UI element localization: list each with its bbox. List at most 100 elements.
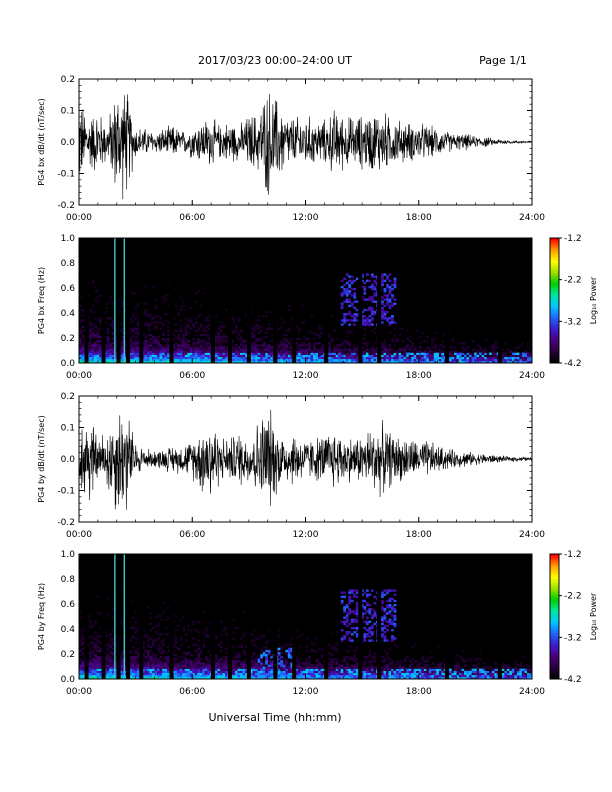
data-gap-2 [116, 554, 121, 679]
data-gap-2 [116, 238, 121, 363]
x-tick-label: 24:00 [519, 213, 545, 223]
data-gap-4 [139, 554, 144, 679]
y-tick-label: -0.1 [57, 170, 75, 180]
y-tick-label: 0.0 [61, 138, 76, 148]
data-gap-7 [228, 554, 232, 679]
x-axis-label: Universal Time (hh:mm) [209, 711, 342, 724]
x-tick-label: 06:00 [179, 530, 205, 540]
data-gap-9 [273, 554, 278, 679]
page-title: 2017/03/23 00:00–24:00 UT [198, 54, 352, 67]
data-gap-0 [84, 238, 89, 363]
colorbar-tick-label: -1.2 [564, 550, 582, 560]
data-gap-0 [84, 554, 89, 679]
y-tick-label: 0.0 [61, 455, 76, 465]
data-gap-8 [246, 238, 251, 363]
x-tick-label: 00:00 [66, 687, 92, 697]
y-axis-label: PG4 bx dB/dt (nT/sec) [37, 98, 46, 185]
y-tick-label: 0.6 [61, 284, 76, 294]
data-gap-15 [497, 554, 502, 679]
x-tick-label: 18:00 [406, 371, 432, 381]
bright-line-0 [114, 238, 116, 363]
y-tick-label: 0.4 [61, 625, 76, 635]
by-spectrogram-panel: -1.2 -2.2 -3.2 -4.2 Log₁₀ Power 1.0 0.8 0.6 0.4 0… [37, 550, 598, 697]
data-gap-15 [497, 238, 502, 363]
x-tick-label: 12:00 [293, 371, 319, 381]
data-gap-8 [246, 554, 251, 679]
data-gap-5 [169, 238, 174, 363]
y-axis-label: PG4 bx Freq (Hz) [37, 267, 46, 334]
data-gap-12 [358, 238, 363, 363]
colorbar: -1.2 -2.2 -3.2 -4.2 Log₁₀ Power [549, 234, 598, 369]
y-tick-label: 0.8 [61, 575, 76, 585]
colorbar-tick-label: -2.2 [564, 276, 582, 286]
colorbar-tick-label: -1.2 [564, 234, 582, 244]
by-waveform-panel: 0.2 0.1 0.0 -0.1 -0.2 00:00 06:00 12:00 18:00 24:… [37, 392, 545, 540]
colorbar-tick-label: -2.2 [564, 592, 582, 602]
colorbar-tick-label: -4.2 [564, 675, 582, 685]
bright-line-1 [123, 238, 125, 363]
waveform-trace [79, 93, 532, 200]
y-tick-label: 0.2 [61, 650, 75, 660]
y-tick-label: -0.2 [57, 201, 75, 211]
x-tick-label: 24:00 [519, 530, 545, 540]
x-tick-label: 00:00 [66, 530, 92, 540]
x-tick-label: 12:00 [293, 530, 319, 540]
data-gap-7 [228, 238, 232, 363]
y-tick-label: 0.1 [61, 107, 75, 117]
data-gap-10 [292, 238, 297, 363]
data-gap-3 [126, 554, 131, 679]
y-tick-label: 1.0 [61, 234, 76, 244]
y-tick-label: -0.1 [57, 487, 75, 497]
y-tick-label: -0.2 [57, 518, 75, 528]
x-tick-label: 06:00 [179, 371, 205, 381]
data-gap-6 [211, 554, 216, 679]
y-tick-label: 0.0 [61, 359, 76, 369]
x-tick-label: 00:00 [66, 371, 92, 381]
y-tick-label: 0.2 [61, 392, 75, 402]
data-gap-14 [445, 554, 450, 679]
data-gap-4 [139, 238, 144, 363]
x-tick-label: 12:00 [293, 213, 319, 223]
colorbar-tick-label: -3.2 [564, 317, 582, 327]
y-tick-label: 0.2 [61, 334, 75, 344]
waveform-trace [79, 409, 532, 510]
x-tick-label: 18:00 [406, 687, 432, 697]
data-gap-11 [324, 554, 329, 679]
page-number: Page 1/1 [479, 54, 527, 67]
x-tick-label: 12:00 [293, 687, 319, 697]
data-gap-13 [377, 238, 382, 363]
y-tick-label: 0.6 [61, 600, 76, 610]
x-tick-label: 00:00 [66, 213, 92, 223]
x-tick-label: 06:00 [179, 687, 205, 697]
y-tick-label: 1.0 [61, 550, 76, 560]
y-axis-label: PG4 by Freq (Hz) [37, 583, 46, 650]
data-gap-11 [324, 238, 329, 363]
data-gap-10 [292, 554, 297, 679]
x-tick-label: 18:00 [406, 530, 432, 540]
colorbar: -1.2 -2.2 -3.2 -4.2 Log₁₀ Power [549, 550, 598, 685]
data-gap-13 [377, 554, 382, 679]
data-gap-1 [101, 238, 106, 363]
colorbar-label: Log₁₀ Power [589, 592, 598, 640]
bx-waveform-panel: 0.2 0.1 0.0 -0.1 -0.2 00:00 06:00 12:00 18:00 24:… [37, 75, 545, 223]
data-gap-14 [445, 238, 450, 363]
data-gap-6 [211, 238, 216, 363]
bright-line-0 [114, 554, 116, 679]
x-tick-label: 06:00 [179, 213, 205, 223]
data-gap-12 [358, 554, 363, 679]
y-tick-label: 0.0 [61, 675, 76, 685]
y-axis-label: PG4 by dB/dt (nT/sec) [37, 415, 46, 502]
data-gap-9 [273, 238, 278, 363]
colorbar-label: Log₁₀ Power [589, 276, 598, 324]
y-tick-label: 0.2 [61, 75, 75, 85]
colorbar-tick-label: -4.2 [564, 359, 582, 369]
colorbar-tick-label: -3.2 [564, 633, 582, 643]
x-tick-label: 24:00 [519, 687, 545, 697]
x-tick-label: 24:00 [519, 371, 545, 381]
y-tick-label: 0.1 [61, 424, 75, 434]
data-gap-3 [126, 238, 131, 363]
data-gap-1 [101, 554, 106, 679]
y-tick-label: 0.8 [61, 259, 76, 269]
y-tick-label: 0.4 [61, 309, 76, 319]
